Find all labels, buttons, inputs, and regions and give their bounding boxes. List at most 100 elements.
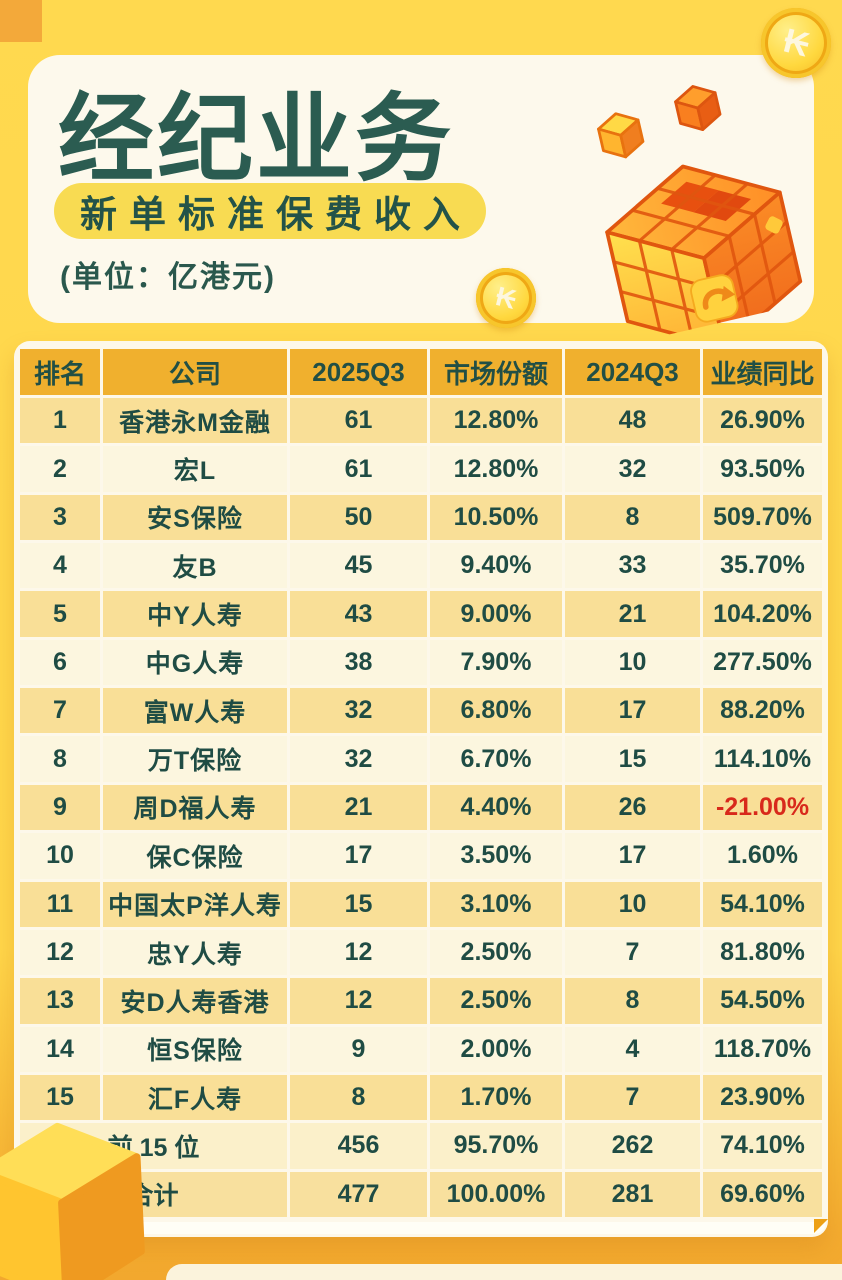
value-2025q3-cell: 456: [290, 1123, 427, 1169]
value-2024q3-cell: 10: [565, 639, 700, 686]
company-cell: 香港永M金融: [103, 398, 287, 444]
market-share-cell: 3.50%: [430, 833, 562, 879]
company-cell: 友B: [103, 543, 287, 589]
unit-note: (单位：亿港元): [60, 261, 276, 294]
value-2025q3-cell: 43: [290, 591, 427, 637]
company-cell: 富W人寿: [103, 688, 287, 734]
market-share-cell: 95.70%: [430, 1123, 562, 1169]
value-2024q3-cell: 10: [565, 881, 700, 927]
market-share-cell: 2.50%: [430, 929, 562, 976]
rank-cell: 4: [20, 543, 100, 589]
bottom-cube-illustration: [0, 1103, 184, 1280]
company-cell: 安S保险: [103, 494, 287, 541]
market-share-cell: 10.50%: [430, 494, 562, 541]
market-share-cell: 12.80%: [430, 398, 562, 444]
yoy-cell: -21.00%: [703, 784, 822, 831]
column-header-4: 市场份额: [430, 349, 562, 395]
rank-cell: 5: [20, 591, 100, 637]
value-2024q3-cell: 8: [565, 494, 700, 541]
company-cell: 汇F人寿: [103, 1074, 287, 1121]
corner-accent: [0, 0, 42, 42]
rubiks-cube-icon: [597, 85, 803, 350]
value-2025q3-cell: 12: [290, 929, 427, 976]
market-share-cell: 1.70%: [430, 1074, 562, 1121]
value-2025q3-cell: 8: [290, 1074, 427, 1121]
value-2025q3-cell: 32: [290, 688, 427, 734]
value-2025q3-cell: 477: [290, 1171, 427, 1217]
company-cell: 保C保险: [103, 833, 287, 879]
market-share-cell: 6.80%: [430, 688, 562, 734]
value-2025q3-cell: 38: [290, 639, 427, 686]
coin-symbol: ₭: [779, 21, 813, 65]
rank-cell: 9: [20, 784, 100, 831]
market-share-cell: 2.50%: [430, 978, 562, 1024]
rubiks-cube-illustration: [552, 63, 832, 350]
subtitle-badge: 新单标准保费收入: [54, 183, 486, 239]
rank-cell: 13: [20, 978, 100, 1024]
value-2025q3-cell: 9: [290, 1026, 427, 1072]
yoy-cell: 74.10%: [703, 1123, 822, 1169]
yoy-cell: 26.90%: [703, 398, 822, 444]
card-fold: [814, 1219, 828, 1233]
company-cell: 周D福人寿: [103, 784, 287, 831]
value-2024q3-cell: 32: [565, 446, 700, 492]
coin-symbol: ₭: [493, 280, 520, 315]
rank-cell: 7: [20, 688, 100, 734]
column-header-6: 业绩同比: [703, 349, 822, 395]
market-share-cell: 100.00%: [430, 1171, 562, 1217]
company-cell: 忠Y人寿: [103, 929, 287, 976]
market-share-cell: 2.00%: [430, 1026, 562, 1072]
page-title: 经纪业务: [58, 86, 454, 193]
company-cell: 中Y人寿: [103, 591, 287, 637]
yoy-cell: 93.50%: [703, 446, 822, 492]
rank-cell: 2: [20, 446, 100, 492]
market-share-cell: 6.70%: [430, 736, 562, 782]
value-2024q3-cell: 15: [565, 736, 700, 782]
column-header-5: 2024Q3: [565, 349, 700, 395]
value-2024q3-cell: 17: [565, 688, 700, 734]
value-2025q3-cell: 45: [290, 543, 427, 589]
column-header-1: 排名: [20, 349, 100, 395]
premium-table-card: 排名 公司 2025Q3 市场份额 2024Q3 业绩同比 1 香港永M金融 61 12.80% 4…: [14, 341, 828, 1237]
value-2025q3-cell: 61: [290, 446, 427, 492]
rank-cell: 14: [20, 1026, 100, 1072]
yoy-cell: 81.80%: [703, 929, 822, 976]
company-cell: 中国太P洋人寿: [103, 881, 287, 927]
company-cell: 宏L: [103, 446, 287, 492]
market-share-cell: 4.40%: [430, 784, 562, 831]
rank-cell: 1: [20, 398, 100, 444]
value-2024q3-cell: 281: [565, 1171, 700, 1217]
yoy-cell: 118.70%: [703, 1026, 822, 1072]
yoy-cell: 1.60%: [703, 833, 822, 879]
bottom-strip: [166, 1264, 842, 1280]
value-2025q3-cell: 21: [290, 784, 427, 831]
yoy-cell: 54.50%: [703, 978, 822, 1024]
market-share-cell: 9.40%: [430, 543, 562, 589]
company-cell: 中G人寿: [103, 639, 287, 686]
value-2024q3-cell: 4: [565, 1026, 700, 1072]
rank-cell: 12: [20, 929, 100, 976]
premium-table: 排名 公司 2025Q3 市场份额 2024Q3 业绩同比 1 香港永M金融 61 12.80% 4…: [20, 349, 822, 1217]
value-2025q3-cell: 12: [290, 978, 427, 1024]
column-header-2: 公司: [103, 349, 287, 395]
yoy-cell: 104.20%: [703, 591, 822, 637]
value-2024q3-cell: 17: [565, 833, 700, 879]
value-2024q3-cell: 21: [565, 591, 700, 637]
value-2025q3-cell: 61: [290, 398, 427, 444]
rank-cell: 6: [20, 639, 100, 686]
market-share-cell: 9.00%: [430, 591, 562, 637]
market-share-cell: 7.90%: [430, 639, 562, 686]
cube-icon: [0, 1122, 145, 1280]
company-cell: 万T保险: [103, 736, 287, 782]
company-cell: 恒S保险: [103, 1026, 287, 1072]
rank-cell: 3: [20, 494, 100, 541]
value-2024q3-cell: 48: [565, 398, 700, 444]
rank-cell: 11: [20, 881, 100, 927]
value-2024q3-cell: 33: [565, 543, 700, 589]
market-share-cell: 12.80%: [430, 446, 562, 492]
value-2025q3-cell: 17: [290, 833, 427, 879]
value-2024q3-cell: 26: [565, 784, 700, 831]
value-2025q3-cell: 50: [290, 494, 427, 541]
company-cell: 安D人寿香港: [103, 978, 287, 1024]
